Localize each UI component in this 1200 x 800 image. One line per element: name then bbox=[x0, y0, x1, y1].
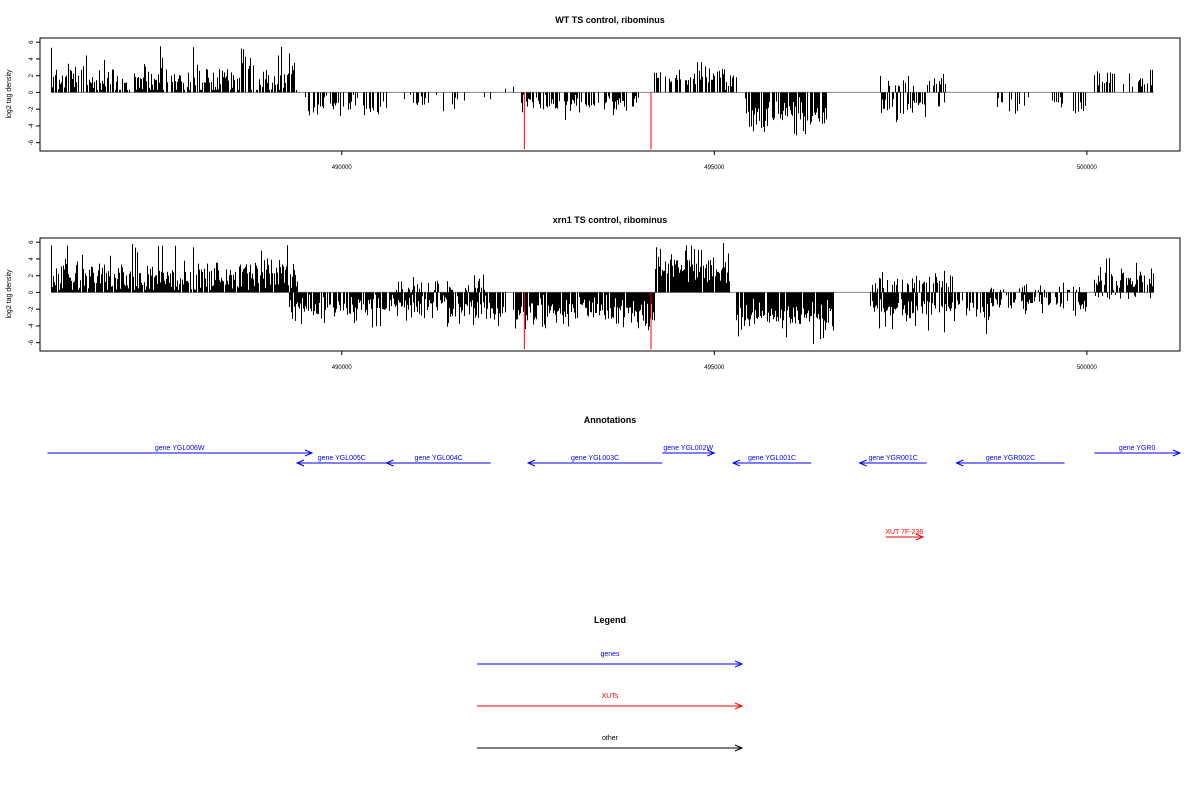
gene-label: gene YGR001C bbox=[868, 455, 917, 462]
xrn1-plot-frame bbox=[39, 237, 1181, 352]
gene-label: gene YGL004C bbox=[415, 455, 463, 462]
xut-features: XUT 7F-236 bbox=[885, 529, 925, 541]
gene-arrow-head bbox=[295, 459, 305, 467]
legend-arrow-head bbox=[734, 660, 744, 668]
wt-bars bbox=[51, 46, 1153, 136]
legend-label: XUTs bbox=[602, 693, 619, 700]
y-tick-label: 0 bbox=[29, 90, 35, 94]
xrn1-bars bbox=[51, 243, 1154, 345]
gene-features: gene YGL006W gene YGL005C gene YGL004C gene… bbox=[47, 445, 1182, 467]
gene-label: gene YGL006W bbox=[155, 445, 205, 452]
gene-arrow-head bbox=[304, 449, 314, 457]
xrn1-y-axis-label: log2 tag density bbox=[6, 269, 13, 319]
wt-plot-frame bbox=[39, 37, 1181, 152]
legend-items: genes XUTs other bbox=[477, 651, 744, 752]
legend-title: Legend bbox=[594, 615, 626, 625]
gene-label: gene YGL003C bbox=[571, 455, 619, 462]
x-tick-label: 490000 bbox=[332, 165, 353, 171]
gene-arrow-head bbox=[707, 449, 716, 457]
wt-x-axis: 490000 495000 500000 bbox=[332, 151, 1098, 171]
legend-arrow-head bbox=[734, 702, 744, 710]
gene-arrow-head bbox=[1172, 449, 1182, 457]
y-tick-label: -4 bbox=[29, 323, 35, 329]
gene-arrow-head bbox=[858, 459, 867, 467]
wt-highlights bbox=[523, 92, 652, 150]
x-tick-label: 490000 bbox=[332, 365, 353, 371]
legend: Legend genes XUTs other bbox=[477, 615, 744, 752]
x-tick-label: 495000 bbox=[704, 365, 725, 371]
y-tick-label: 4 bbox=[29, 57, 35, 61]
wt-track-title: WT TS control, ribominus bbox=[555, 15, 665, 25]
xut-label: XUT 7F-236 bbox=[885, 529, 923, 536]
gene-label: gene YGL001C bbox=[748, 455, 796, 462]
wt-y-axis-label: log2 tag density bbox=[6, 69, 13, 119]
legend-label: other bbox=[602, 735, 619, 742]
xrn1-y-axis: 6 4 2 0 -2 -4 -6 bbox=[29, 240, 40, 345]
y-tick-label: 4 bbox=[29, 257, 35, 261]
annotations-title: Annotations bbox=[584, 415, 637, 425]
y-tick-label: -6 bbox=[29, 339, 35, 345]
y-tick-label: 0 bbox=[29, 290, 35, 294]
legend-arrow-head bbox=[734, 744, 744, 752]
gene-label: gene YGL002W bbox=[663, 445, 713, 452]
xrn1-track-title: xrn1 TS control, ribominus bbox=[553, 215, 668, 225]
y-tick-label: -2 bbox=[29, 106, 35, 112]
y-tick-label: 2 bbox=[29, 73, 35, 77]
x-tick-label: 500000 bbox=[1077, 165, 1098, 171]
legend-label: genes bbox=[600, 651, 620, 658]
xrn1-x-axis: 490000 495000 500000 bbox=[332, 351, 1098, 371]
gene-label: gene YGR002C bbox=[986, 455, 1035, 462]
wt-y-axis: 6 4 2 0 -2 -4 -6 bbox=[29, 40, 40, 145]
gene-label: gene YGL005C bbox=[318, 455, 366, 462]
x-tick-label: 495000 bbox=[704, 165, 725, 171]
y-tick-label: 6 bbox=[29, 40, 35, 44]
x-tick-label: 500000 bbox=[1077, 365, 1098, 371]
wt-track-panel: WT TS control, ribominus log2 tag densit… bbox=[6, 15, 1181, 171]
y-tick-label: 2 bbox=[29, 273, 35, 277]
gene-arrow-head bbox=[526, 459, 536, 467]
gene-arrow-head bbox=[955, 459, 964, 467]
y-tick-label: -2 bbox=[29, 306, 35, 312]
y-tick-label: -6 bbox=[29, 139, 35, 145]
gene-label: gene YGR0 bbox=[1119, 445, 1156, 452]
gene-arrow-head bbox=[731, 459, 741, 467]
y-tick-label: -4 bbox=[29, 123, 35, 129]
xrn1-highlights bbox=[523, 292, 652, 350]
xrn1-track-panel: xrn1 TS control, ribominus log2 tag dens… bbox=[6, 215, 1181, 371]
y-tick-label: 6 bbox=[29, 240, 35, 244]
gene-arrow-head bbox=[385, 459, 394, 467]
xut-arrow-head bbox=[915, 533, 925, 541]
